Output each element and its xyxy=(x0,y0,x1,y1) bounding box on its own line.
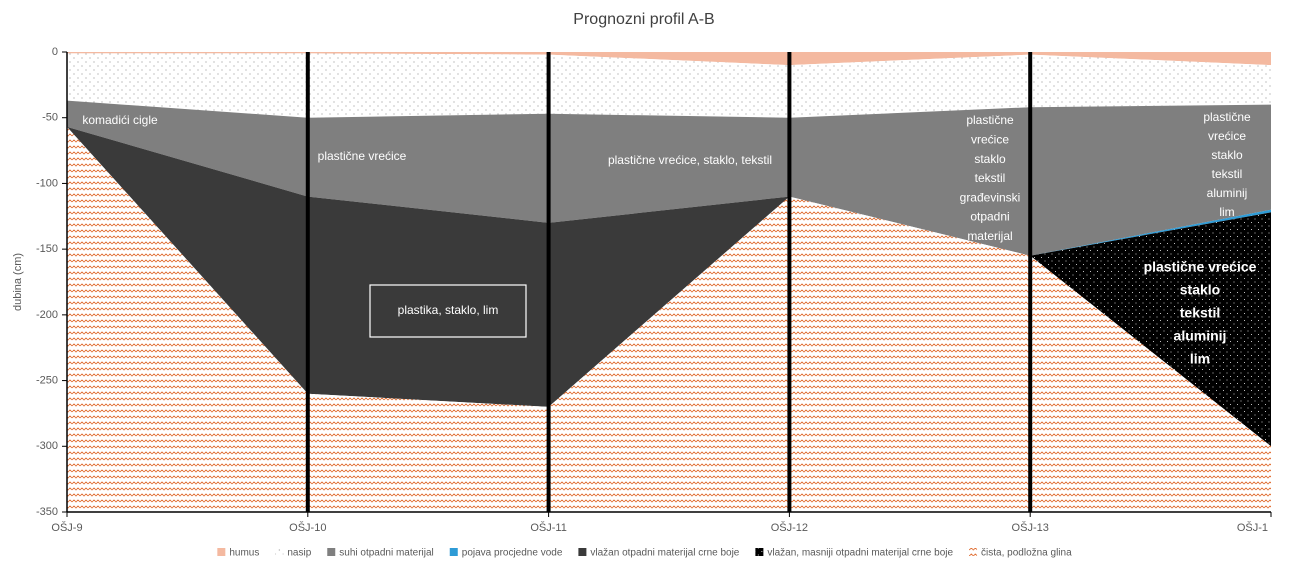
legend-swatch xyxy=(327,548,335,556)
annotation: aluminij xyxy=(1207,186,1248,200)
legend-item: vlažan otpadni materijal crne boje xyxy=(578,548,739,559)
annotation: tekstil xyxy=(975,171,1006,185)
annotation: plastika, staklo, lim xyxy=(398,303,499,317)
legend-swatch xyxy=(450,548,458,556)
legend-swatch xyxy=(578,548,586,556)
x-tick-label: OŠJ-11 xyxy=(530,521,566,534)
legend-item: pojava procjedne vode xyxy=(450,548,563,559)
legend-label: nasip xyxy=(287,548,311,559)
legend-item: nasip xyxy=(275,548,311,559)
x-tick-label: OŠJ-13 xyxy=(1012,521,1049,534)
legend-item: čista, podložna glina xyxy=(969,548,1072,559)
legend-label: suhi otpadni materijal xyxy=(339,548,434,559)
y-tick-label: -200 xyxy=(36,309,58,321)
annotation: otpadni xyxy=(970,210,1009,224)
annotation: staklo xyxy=(1211,148,1243,162)
annotation: aluminij xyxy=(1174,328,1227,344)
annotation: plastične vrećice xyxy=(1144,259,1257,275)
legend: humus nasip suhi otpadni materijal pojava p… xyxy=(217,548,1072,559)
chart: Prognozni profil A-B dubina (cm) -350 -30… xyxy=(0,0,1289,566)
legend-label: čista, podložna glina xyxy=(981,548,1072,559)
legend-item: suhi otpadni materijal xyxy=(327,548,434,559)
annotation: tekstil xyxy=(1180,305,1220,321)
annotation: plastične xyxy=(966,113,1014,127)
annotation: tekstil xyxy=(1212,167,1243,181)
x-tick-label: OŠJ-9 xyxy=(51,521,82,534)
annotation: komadići cigle xyxy=(82,113,158,127)
y-axis-label: dubina (cm) xyxy=(12,253,24,311)
annotation: staklo xyxy=(1180,282,1220,298)
annotation: materijal xyxy=(967,229,1012,243)
legend-swatch xyxy=(755,548,763,556)
x-tick-label: OŠJ-10 xyxy=(289,521,326,534)
legend-label: vlažan, masniji otpadni materijal crne b… xyxy=(767,548,953,559)
annotation: građevinski xyxy=(960,190,1021,204)
annotation: plastične xyxy=(1203,110,1251,124)
annotation: lim xyxy=(1219,205,1234,219)
chart-title: Prognozni profil A-B xyxy=(573,11,714,28)
legend-swatch xyxy=(217,548,225,556)
y-tick-label: 0 xyxy=(52,46,58,58)
legend-item: vlažan, masniji otpadni materijal crne b… xyxy=(755,548,953,559)
legend-swatch xyxy=(969,548,977,556)
y-tick-label: -50 xyxy=(42,112,58,124)
annotation: vrećice xyxy=(971,132,1009,146)
legend-label: humus xyxy=(229,548,259,559)
annotation: plastične vrećice, staklo, tekstil xyxy=(608,153,772,167)
annotation: plastične vrećice xyxy=(318,149,407,163)
y-tick-label: -350 xyxy=(36,506,58,518)
legend-label: vlažan otpadni materijal crne boje xyxy=(590,548,739,559)
legend-item: humus xyxy=(217,548,259,559)
y-tick-label: -250 xyxy=(36,374,58,386)
x-tick-label: OŠJ-1 xyxy=(1237,521,1268,534)
annotation: lim xyxy=(1190,351,1210,367)
legend-swatch xyxy=(275,548,283,556)
annotation: staklo xyxy=(974,152,1006,166)
x-tick-label: OŠJ-12 xyxy=(771,521,808,534)
y-tick-label: -300 xyxy=(36,440,58,452)
legend-label: pojava procjedne vode xyxy=(462,548,563,559)
annotation: vrećice xyxy=(1208,129,1246,143)
y-tick-label: -150 xyxy=(36,243,58,255)
y-tick-label: -100 xyxy=(36,177,58,189)
